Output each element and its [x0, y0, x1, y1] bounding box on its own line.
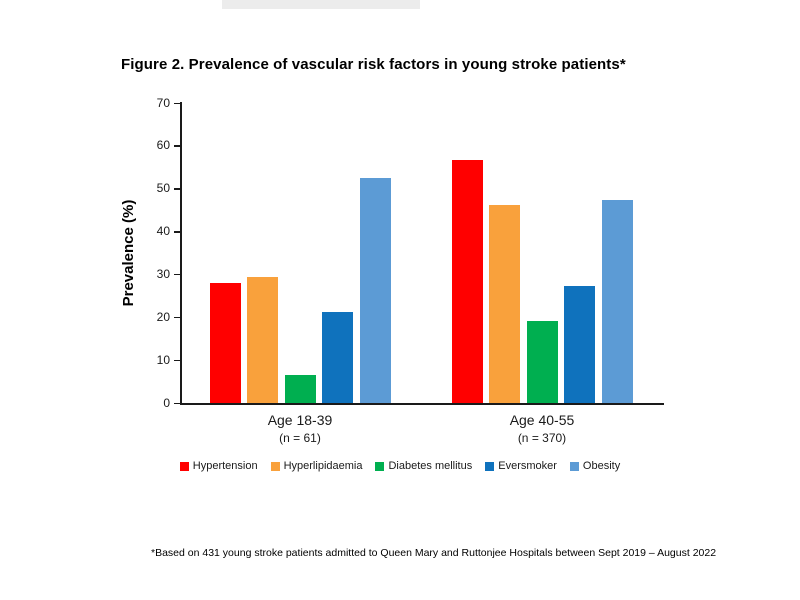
y-tick-label: 0	[163, 395, 170, 410]
bar-diabetes-mellitus-age-18-39	[284, 374, 316, 403]
y-tick-label: 20	[156, 309, 170, 324]
legend-label: Hypertension	[192, 460, 258, 472]
y-tick-mark	[174, 402, 180, 404]
y-axis-line	[180, 102, 182, 405]
x-category-sublabel: (n = 370)	[517, 431, 567, 445]
legend-label: Eversmoker	[498, 460, 557, 472]
y-tick-mark	[174, 316, 180, 319]
y-tick-label: 40	[156, 224, 170, 239]
y-tick-label: 50	[156, 181, 170, 196]
bar-hypertension-age-18-39	[209, 283, 241, 403]
legend-label: Hyperlipidaemia	[283, 460, 363, 472]
legend-swatch-hypertension	[179, 461, 189, 471]
bar-hyperlipidaemia-age-18-39	[247, 276, 278, 403]
legend-item-eversmoker: Eversmoker	[485, 460, 557, 472]
bar-eversmoker-age-18-39	[322, 311, 353, 403]
y-tick-mark	[174, 359, 180, 362]
y-tick-label: 10	[156, 352, 170, 367]
y-tick-mark	[174, 273, 180, 276]
legend-swatch-diabetes-mellitus	[375, 461, 385, 471]
legend: Hypertension Hyperlipidaemia Diabetes mell…	[0, 460, 800, 472]
chart-title: Figure 2. Prevalence of vascular risk fa…	[121, 56, 626, 73]
redacted-bar	[222, 0, 420, 9]
y-tick-mark	[174, 231, 180, 233]
y-tick-mark	[174, 145, 180, 147]
y-tick-label: 30	[156, 266, 170, 281]
bar-eversmoker-age-40-55	[564, 286, 595, 403]
x-category-sublabel: (n = 61)	[279, 431, 321, 445]
legend-swatch-obesity	[569, 461, 579, 471]
y-tick-mark	[174, 188, 180, 190]
x-category-label: Age 40-55	[509, 412, 575, 428]
bar-hyperlipidaemia-age-40-55	[489, 205, 520, 403]
bar-hypertension-age-40-55	[451, 159, 483, 403]
bar-diabetes-mellitus-age-40-55	[526, 320, 558, 403]
x-category-label: Age 18-39	[267, 412, 333, 428]
legend-item-hypertension: Hypertension	[179, 460, 258, 472]
footnote: *Based on 431 young stroke patients admi…	[151, 547, 717, 559]
legend-swatch-hyperlipidaemia	[270, 461, 280, 471]
bar-obesity-age-40-55	[601, 200, 633, 403]
bar-obesity-age-18-39	[359, 178, 391, 403]
legend-label: Obesity	[582, 460, 621, 472]
x-axis-line	[180, 403, 664, 405]
legend-label: Diabetes mellitus	[388, 460, 473, 472]
y-tick-label: 70	[156, 95, 170, 110]
legend-item-obesity: Obesity	[569, 460, 621, 472]
legend-item-hyperlipidaemia: Hyperlipidaemia	[270, 460, 363, 472]
legend-swatch-eversmoker	[485, 461, 495, 471]
y-tick-mark	[174, 102, 180, 104]
legend-item-diabetes-mellitus: Diabetes mellitus	[375, 460, 472, 472]
y-tick-label: 60	[156, 138, 170, 153]
